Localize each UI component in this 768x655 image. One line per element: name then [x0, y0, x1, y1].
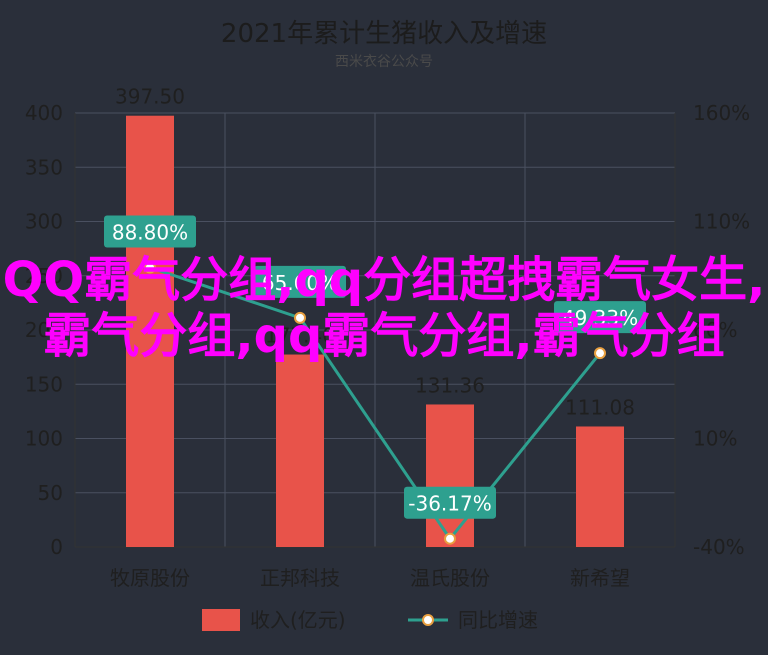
x-tick-label: 正邦科技	[260, 566, 340, 590]
y-right-tick-label: 160%	[693, 101, 750, 125]
y-left-tick-label: 100	[25, 427, 63, 451]
y-left-tick-label: 350	[25, 155, 63, 179]
line-label-box	[104, 215, 196, 248]
y-right-tick-label: 10%	[693, 427, 737, 451]
line-label-box	[404, 486, 496, 519]
y-right-tick-label: -40%	[693, 535, 745, 559]
bar-data-label: 111.08	[565, 395, 635, 419]
bar-data-label: 177.40	[265, 324, 335, 348]
line-point	[294, 311, 306, 324]
legend-line-marker	[422, 614, 434, 626]
y-right-tick-label: 60%	[693, 318, 737, 342]
line-data-label: 88.80%	[112, 221, 188, 245]
axes: 0 50 100 150 200 250 300 350 400 -40% 10% 60% 110% 16…	[25, 101, 750, 590]
line-point	[594, 347, 606, 360]
line-data-label: -36.17%	[408, 492, 491, 516]
y-left-tick-label: 250	[25, 264, 63, 288]
x-tick-label: 新希望	[570, 566, 630, 590]
y-left-tick-label: 50	[38, 481, 63, 505]
bar	[276, 354, 324, 547]
y-left-tick-label: 300	[25, 210, 63, 234]
line-data-label: 65.60%	[262, 271, 338, 295]
bar-series	[126, 115, 624, 548]
line-point	[444, 532, 456, 545]
y-left-tick-label: 150	[25, 372, 63, 396]
line-data-label: 49.33%	[562, 306, 638, 330]
legend-line-label: 同比增速	[458, 608, 538, 632]
x-tick-label: 牧原股份	[110, 566, 190, 590]
line-point	[144, 261, 156, 274]
bar	[426, 404, 474, 547]
y-left-tick-label: 200	[25, 318, 63, 342]
y-left-tick-label: 400	[25, 101, 63, 125]
bar	[576, 426, 624, 547]
chart-title: 2021年累计生猪收入及增速	[221, 19, 547, 49]
line-series	[144, 261, 606, 545]
x-tick-label: 温氏股份	[410, 566, 490, 590]
growth-line	[149, 266, 602, 542]
chart-subtitle: 西米衣谷公众号	[335, 54, 433, 70]
bar-data-label: 131.36	[415, 373, 485, 397]
bar	[126, 115, 174, 548]
y-right-tick-label: 110%	[693, 210, 750, 234]
legend-bar-label: 收入(亿元)	[250, 608, 346, 632]
line-label-box	[254, 265, 346, 298]
legend-bar-swatch	[202, 609, 240, 631]
y-left-tick-label: 0	[50, 535, 63, 559]
line-label-box	[554, 301, 646, 334]
bar-data-label: 397.50	[115, 85, 185, 109]
data-labels: 397.50 177.40 131.36 111.08 88.80% 65.60% -36.…	[104, 85, 646, 519]
legend[interactable]: 收入(亿元) 同比增速	[202, 608, 538, 632]
